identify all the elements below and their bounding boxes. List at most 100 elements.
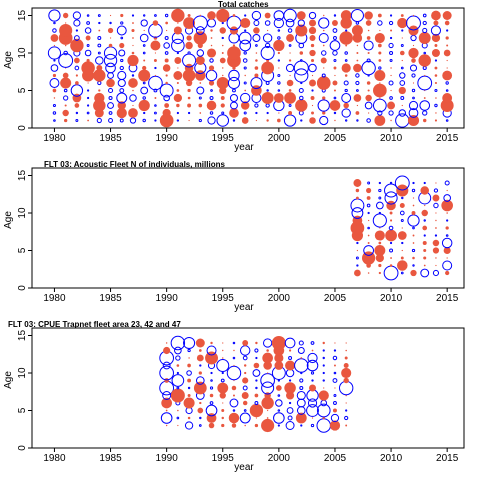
bubble-positive: [378, 263, 382, 268]
bubble-positive: [253, 362, 260, 369]
bubble-positive: [418, 32, 431, 44]
bubble-positive: [390, 89, 392, 92]
bubble-negative: [119, 65, 124, 71]
bubble-negative: [252, 33, 261, 43]
bubble-positive: [442, 93, 453, 103]
bubble-positive: [273, 39, 285, 52]
bubble-positive: [311, 104, 314, 107]
bubble-negative: [285, 63, 295, 73]
bubble-positive: [183, 397, 195, 409]
bubble-positive: [138, 99, 150, 112]
bubble-negative: [164, 51, 169, 55]
bubble-negative: [242, 355, 248, 361]
bubble-positive: [390, 74, 392, 77]
bubble-positive: [210, 29, 213, 32]
y-tick-label: 10: [17, 207, 28, 219]
bubble-negative: [388, 80, 394, 86]
bubble-positive: [431, 33, 441, 43]
bubble-positive: [379, 97, 381, 99]
bubble-negative: [378, 188, 382, 193]
bubble-negative: [251, 10, 262, 21]
bubble-negative: [87, 104, 90, 107]
bubble-positive: [264, 12, 271, 19]
bubble-positive: [432, 239, 440, 247]
bubble-positive: [446, 59, 448, 62]
bubble-negative: [333, 394, 337, 397]
panel-total-catches: Total catches 1980 1985 1990 1995 2000 2005 201…: [3, 0, 465, 153]
bubble-negative: [412, 96, 415, 100]
bubble-negative: [389, 181, 393, 185]
bubble-negative: [183, 336, 196, 350]
bubble-negative: [254, 103, 259, 108]
x-tick-label: 1990: [156, 293, 179, 304]
bubble-positive: [87, 119, 89, 122]
bubble-positive: [177, 409, 179, 412]
bubble-positive: [289, 74, 291, 77]
bubble-positive: [165, 21, 168, 25]
bubble-negative: [384, 191, 398, 205]
bubble-positive: [345, 349, 347, 352]
bubble-negative: [318, 32, 329, 44]
bubble-negative: [285, 421, 295, 430]
bubble-positive: [334, 387, 336, 389]
plot-frame: [31, 327, 465, 449]
bubble-negative: [366, 58, 371, 63]
bubble-negative: [226, 365, 242, 381]
bubble-positive: [220, 103, 225, 108]
bubble-negative: [389, 14, 393, 17]
bubble-positive: [184, 63, 194, 73]
bubble-positive: [233, 364, 235, 367]
bubble-positive: [128, 78, 138, 88]
x-tick-label: 2010: [380, 133, 403, 144]
bubble-positive: [177, 22, 179, 24]
y-tick-label: 5: [17, 407, 28, 413]
bubble-negative: [242, 385, 248, 391]
bubble-positive: [176, 103, 180, 108]
bubble-positive: [232, 14, 236, 17]
bubble-negative: [119, 88, 125, 93]
bubble-positive: [65, 22, 67, 24]
bubble-positive: [443, 246, 451, 255]
y-tick-label: 5: [17, 87, 28, 93]
bubble-positive: [333, 66, 337, 70]
bubble-positive: [412, 234, 415, 237]
bubble-positive: [128, 108, 138, 118]
bubble-negative: [288, 44, 292, 47]
bubble-positive: [50, 34, 59, 42]
bubble-positive: [373, 83, 387, 98]
bubble-negative: [221, 111, 225, 115]
x-tick-label: 1985: [99, 133, 122, 144]
bubble-negative: [205, 404, 218, 417]
bubble-positive: [323, 14, 325, 17]
bubble-negative: [277, 36, 281, 40]
bubble-positive: [412, 14, 415, 17]
bubble-positive: [378, 271, 381, 275]
bubble-negative: [422, 27, 428, 34]
bubble-negative: [195, 26, 205, 35]
bubble-positive: [412, 44, 415, 47]
bubble-negative: [356, 89, 359, 92]
bubble-negative: [378, 66, 382, 70]
bubble-positive: [231, 423, 237, 428]
bubble-positive: [285, 360, 296, 371]
bubble-positive: [353, 94, 362, 102]
bubble-negative: [239, 412, 251, 424]
bubble-positive: [221, 409, 225, 412]
bubble-positive: [356, 44, 359, 47]
x-tick-label: 1990: [156, 133, 179, 144]
bubble-positive: [334, 342, 336, 344]
bubble-negative: [288, 104, 292, 107]
bubble-positive: [244, 424, 246, 427]
bubble-negative: [401, 29, 404, 32]
bubble-positive: [266, 349, 269, 352]
bubble-positive: [365, 20, 372, 26]
bubble-negative: [252, 369, 261, 377]
bubble-positive: [222, 74, 224, 77]
bubble-positive: [333, 364, 336, 367]
bubble-negative: [209, 58, 214, 63]
bubble-negative: [288, 401, 292, 405]
bubble-positive: [74, 103, 80, 108]
bubble-negative: [148, 23, 163, 38]
bubble-negative: [277, 59, 281, 62]
x-tick-label: 2000: [268, 293, 291, 304]
